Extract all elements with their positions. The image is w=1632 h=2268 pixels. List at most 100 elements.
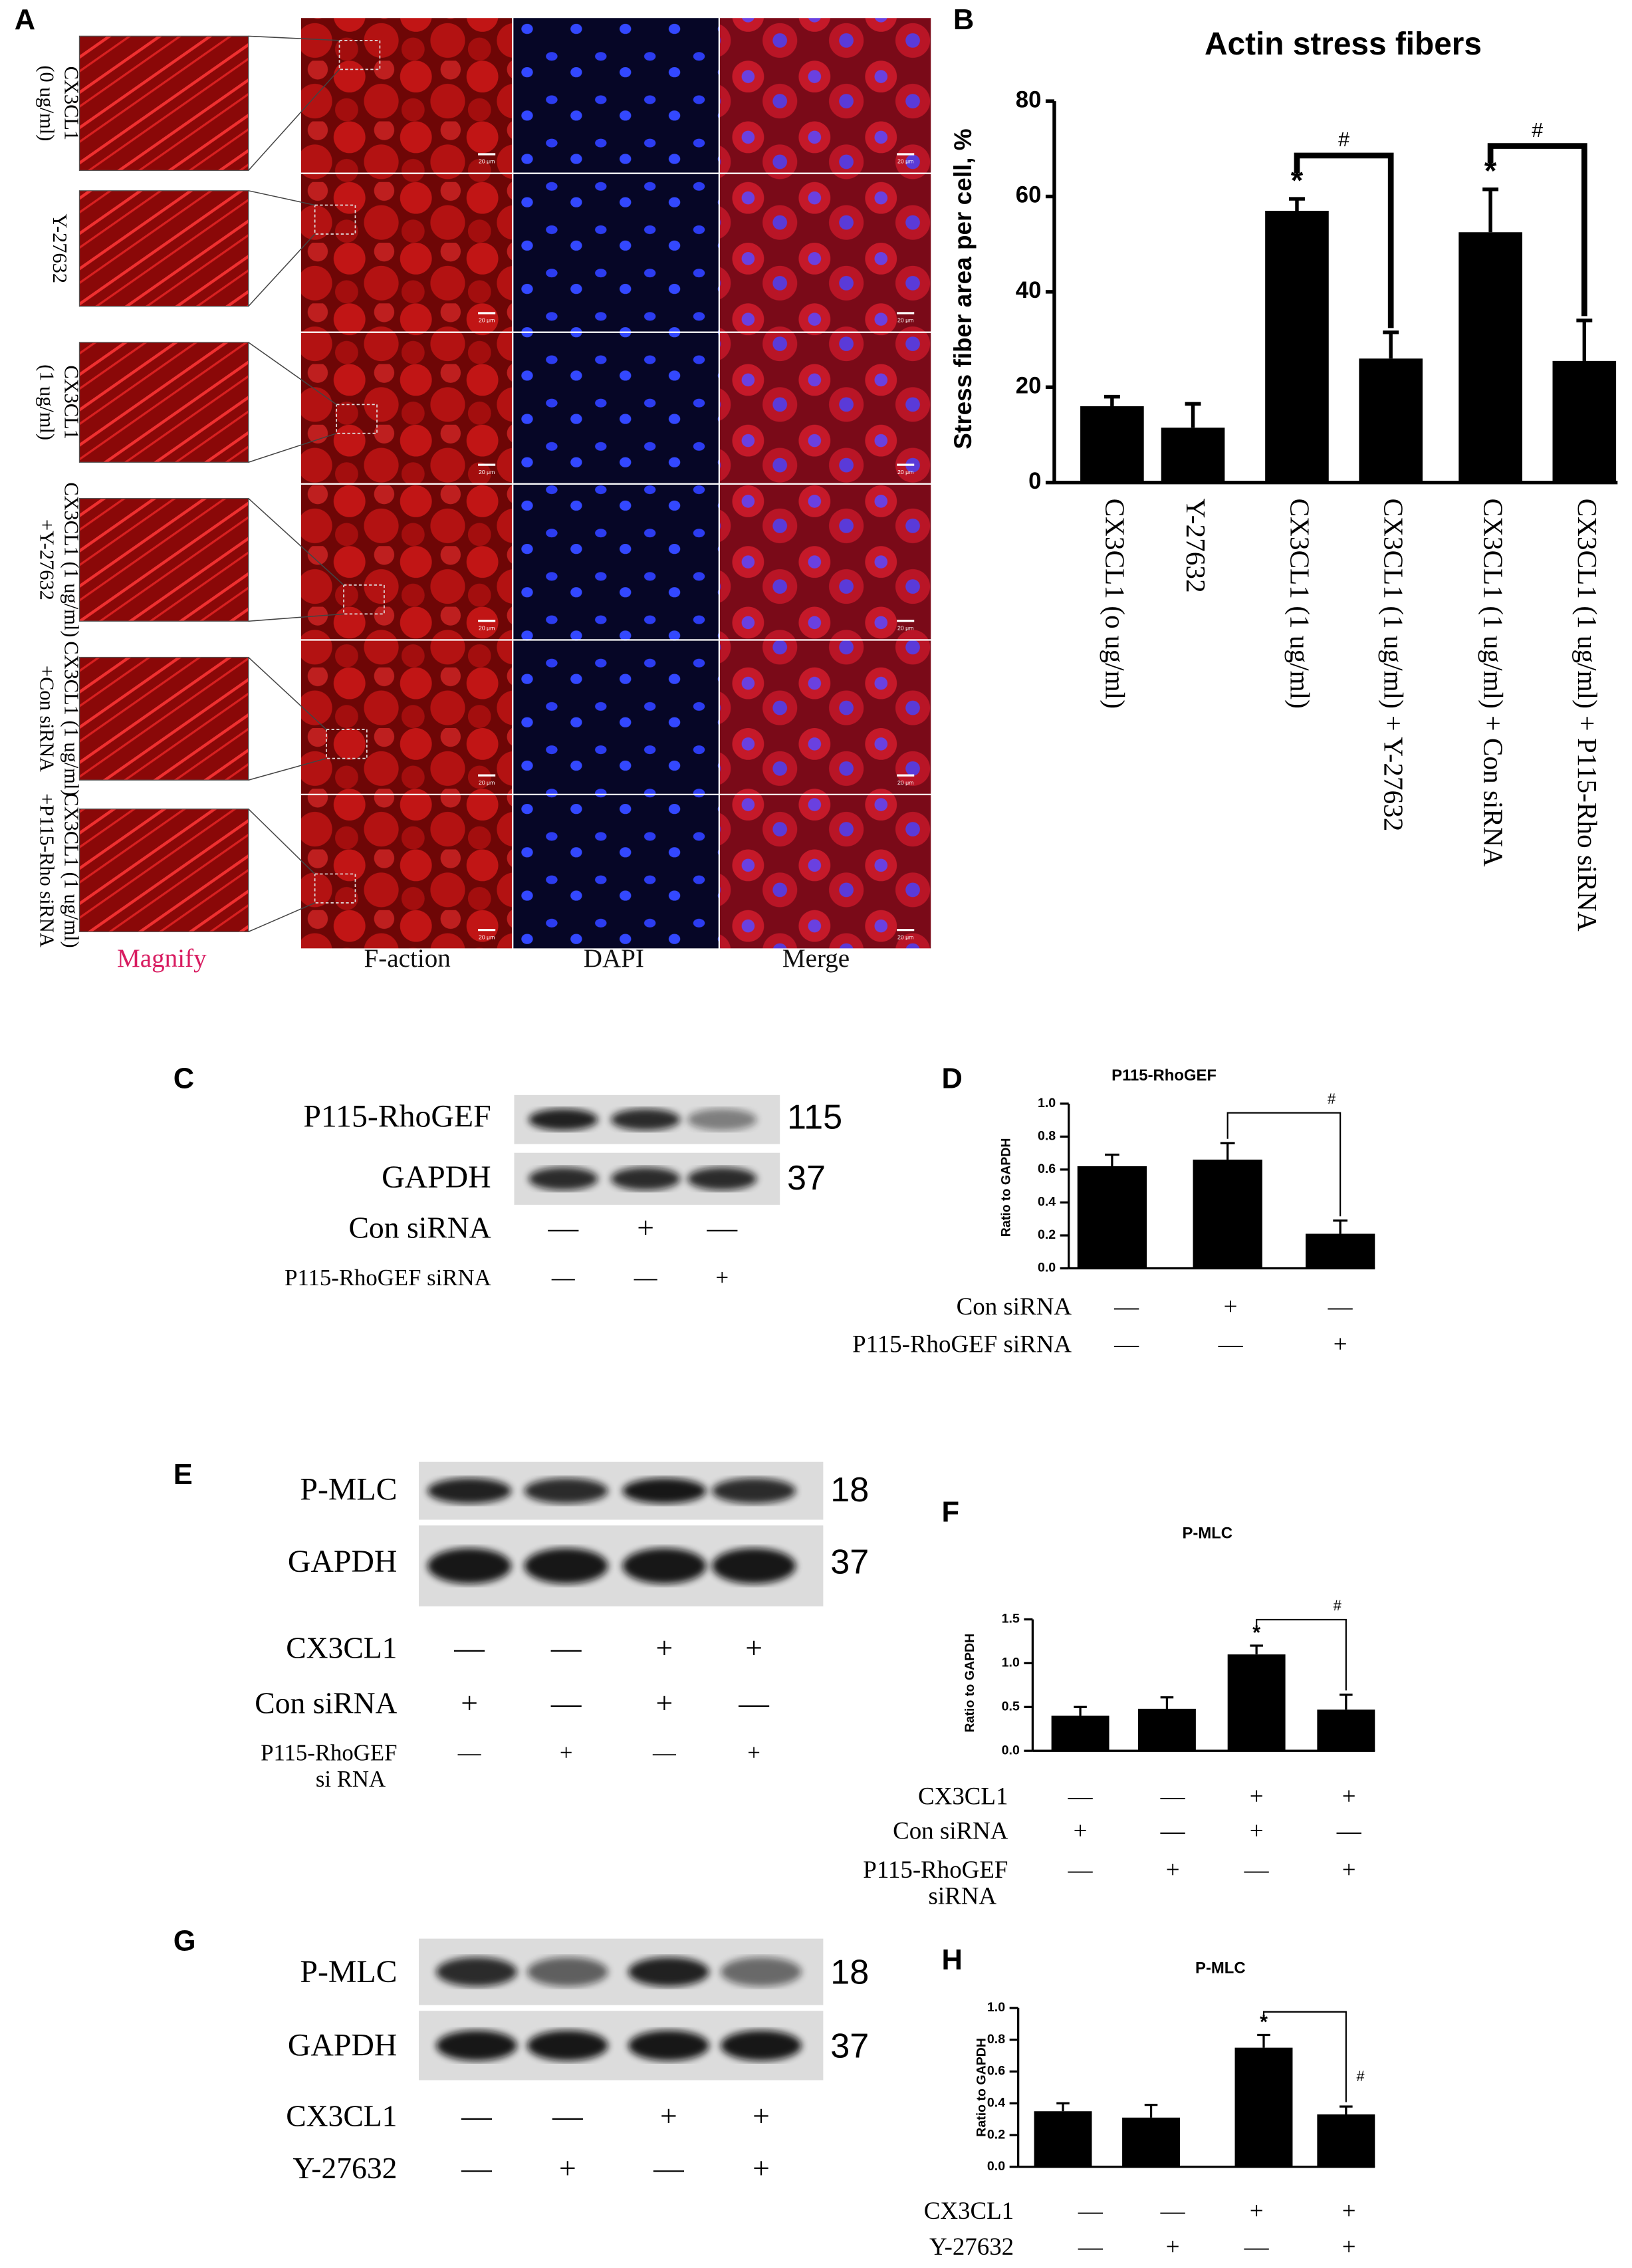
connector <box>248 656 327 730</box>
scale-bar <box>897 774 915 777</box>
micrograph <box>299 17 514 174</box>
condition-label: Con siRNA <box>349 1211 491 1245</box>
comparison-bracket <box>1226 1112 1341 1217</box>
row-label: Y-27632 <box>49 213 71 283</box>
condition-mark: + <box>747 1740 760 1766</box>
bar <box>1227 1654 1286 1751</box>
row-label: +P115-Rho siRNA <box>35 793 58 947</box>
connector <box>248 902 315 933</box>
bar <box>1193 1160 1262 1269</box>
row-label: CX3CL1 (1 ug/ml) <box>60 482 82 637</box>
condition-mark: + <box>656 1631 673 1665</box>
micrograph <box>718 483 933 641</box>
column-label: DAPI <box>584 944 644 973</box>
y-tick-label: 1.0 <box>1038 1096 1056 1110</box>
y-tick-label: 0.0 <box>1002 1743 1020 1757</box>
condition-mark: + <box>715 1265 729 1291</box>
condition-mark: + <box>1334 1330 1347 1357</box>
condition-mark: + <box>1250 1782 1264 1809</box>
blot-band <box>622 1548 707 1584</box>
scale-bar <box>478 774 496 777</box>
scale-bar <box>897 928 915 932</box>
blot-band <box>628 2030 709 2061</box>
y-tick-label: 0.6 <box>987 2064 1005 2079</box>
condition-label: Y-27632 <box>292 2151 397 2185</box>
micrograph <box>512 172 721 333</box>
bar <box>1552 360 1617 483</box>
connector <box>248 498 344 586</box>
row-label: CX3CL1 (1 ug/ml) <box>60 641 82 796</box>
condition-label: CX3CL1 <box>286 1631 397 1665</box>
connector <box>248 35 340 41</box>
condition-mark: — <box>738 1686 769 1719</box>
blot-band <box>427 1478 512 1504</box>
scale-bar <box>478 463 496 466</box>
scale-bar-label: 20 μm <box>479 624 495 631</box>
micrograph <box>299 793 514 950</box>
comparison-bracket <box>1262 2011 1347 2102</box>
y-tick-label: 0.4 <box>987 2095 1005 2110</box>
condition-mark: + <box>1250 1817 1264 1844</box>
y-axis-label: Ratio to GAPDH <box>998 1138 1013 1237</box>
magnified-view <box>78 190 249 307</box>
bar <box>1317 2114 1375 2167</box>
blot-band <box>622 1478 707 1504</box>
condition-mark: + <box>1074 1817 1088 1844</box>
bar <box>1077 1166 1147 1269</box>
scale-bar <box>478 153 496 156</box>
y-tick-label: 0.2 <box>1038 1227 1056 1242</box>
condition-mark: + <box>1166 1856 1180 1883</box>
x-tick-label: CX3CL1 (o ug/ml) <box>1099 499 1130 709</box>
condition-label: CX3CL1 <box>918 1782 1008 1809</box>
micrograph <box>512 639 721 796</box>
scale-bar-label: 20 μm <box>897 317 913 324</box>
micrograph <box>299 172 514 333</box>
condition-mark: — <box>547 1211 578 1245</box>
micrograph <box>718 17 933 174</box>
blot-band <box>526 1957 608 1987</box>
condition-mark: — <box>453 1631 485 1665</box>
bar <box>1265 211 1329 483</box>
band-size: 18 <box>830 1471 869 1509</box>
bar <box>1317 1709 1375 1751</box>
column-label: F-action <box>364 944 451 973</box>
scale-bar <box>897 620 915 622</box>
condition-mark: + <box>461 1686 478 1719</box>
condition-mark: — <box>461 2151 492 2185</box>
micrograph <box>512 793 721 950</box>
connector <box>248 68 340 171</box>
condition-mark: + <box>559 2151 576 2185</box>
condition-mark: + <box>1342 1782 1356 1809</box>
condition-mark: — <box>1244 1856 1270 1883</box>
condition-mark: + <box>1342 1856 1356 1883</box>
condition-mark: — <box>652 1740 676 1766</box>
significance-hash: # <box>1532 119 1543 142</box>
zoom-region <box>343 584 385 615</box>
condition-label: CX3CL1 <box>924 2197 1014 2224</box>
scale-bar <box>478 620 496 622</box>
condition-mark: — <box>1068 1782 1094 1809</box>
chart-title: P-MLC <box>1195 1959 1246 1977</box>
band-size: 18 <box>830 1953 869 1992</box>
micrograph <box>512 17 721 174</box>
y-axis-label: Ratio to GAPDH <box>975 2038 989 2137</box>
condition-mark: + <box>637 1211 654 1245</box>
magnified-view <box>78 809 249 932</box>
scale-bar-label: 20 μm <box>479 158 495 165</box>
zoom-region <box>336 404 378 434</box>
micrograph <box>512 331 721 485</box>
scale-bar-label: 20 μm <box>479 469 495 475</box>
x-tick-label: CX3CL1 (1 ug/ml) <box>1284 499 1315 709</box>
comparison-bracket <box>1487 143 1587 316</box>
row-label: (0 ug/ml) <box>35 65 58 141</box>
connector <box>248 613 344 622</box>
micrograph <box>718 639 933 796</box>
band-label: GAPDH <box>288 1544 398 1579</box>
scale-bar-label: 20 μm <box>897 158 913 165</box>
blot-band <box>687 1108 757 1131</box>
x-tick-label: CX3CL1 (1 ug/ml) + P115-Rho siRNA <box>1572 499 1603 932</box>
y-axis-label: Stress fiber area per cell, % <box>949 128 977 449</box>
chart-title: P-MLC <box>1182 1525 1232 1543</box>
bar <box>1137 1708 1196 1751</box>
